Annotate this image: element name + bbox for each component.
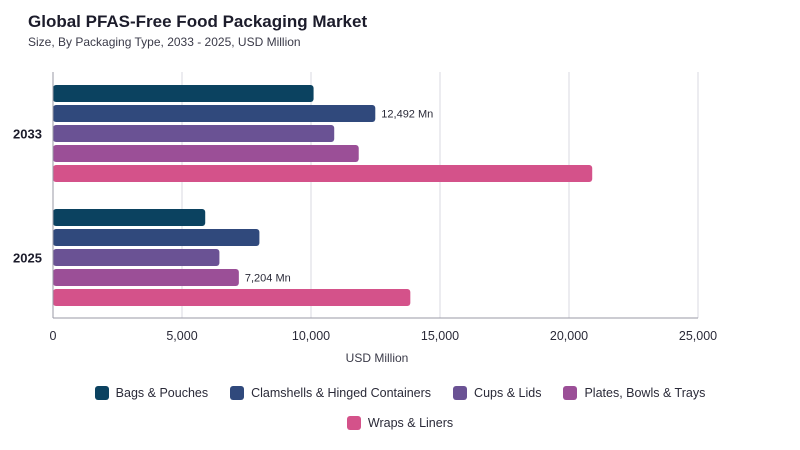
x-tick-label: 25,000 bbox=[679, 329, 717, 343]
legend-item: Clamshells & Hinged Containers bbox=[230, 386, 431, 400]
bar bbox=[53, 85, 314, 102]
legend: Bags & Pouches Clamshells & Hinged Contai… bbox=[0, 386, 800, 400]
x-axis-label: USD Million bbox=[346, 351, 409, 365]
annotations: 12,492 Mn 7,204 Mn bbox=[245, 109, 433, 285]
data-label: 7,204 Mn bbox=[245, 273, 291, 285]
x-tick-label: 0 bbox=[50, 329, 57, 343]
bar bbox=[53, 269, 239, 286]
bar bbox=[53, 125, 335, 142]
bar bbox=[53, 249, 220, 266]
legend-item: Wraps & Liners bbox=[346, 416, 454, 430]
legend-swatch bbox=[563, 386, 578, 400]
bar bbox=[53, 105, 376, 122]
legend-label: Plates, Bowls & Trays bbox=[584, 386, 706, 400]
legend-swatch bbox=[346, 416, 361, 430]
bars bbox=[53, 85, 593, 306]
x-tick-label: 20,000 bbox=[550, 329, 588, 343]
data-label: 12,492 Mn bbox=[381, 109, 433, 121]
chart-subtitle: Size, By Packaging Type, 2033 - 2025, US… bbox=[28, 35, 301, 49]
legend-item: Cups & Lids bbox=[453, 386, 541, 400]
y-category-label: 2025 bbox=[13, 251, 42, 266]
x-tick-label: 5,000 bbox=[166, 329, 197, 343]
legend-continued: Wraps & Liners bbox=[0, 416, 800, 430]
legend-item: Plates, Bowls & Trays bbox=[563, 386, 705, 400]
bar bbox=[53, 209, 206, 226]
legend-label: Bags & Pouches bbox=[115, 386, 209, 400]
bar bbox=[53, 145, 359, 162]
axes: 0 5,000 10,000 15,000 20,000 25,000 2033 2025 bbox=[13, 72, 717, 343]
legend-label: Wraps & Liners bbox=[367, 416, 454, 430]
legend-swatch bbox=[94, 386, 109, 400]
x-tick-label: 15,000 bbox=[421, 329, 459, 343]
y-category-label: 2033 bbox=[13, 127, 42, 142]
legend-swatch bbox=[230, 386, 245, 400]
bar bbox=[53, 289, 411, 306]
legend-label: Clamshells & Hinged Containers bbox=[251, 386, 432, 400]
legend-item: Bags & Pouches bbox=[94, 386, 209, 400]
legend-swatch bbox=[453, 386, 468, 400]
chart-title: Global PFAS-Free Food Packaging Market bbox=[28, 12, 368, 31]
x-tick-label: 10,000 bbox=[292, 329, 330, 343]
legend-label: Cups & Lids bbox=[474, 386, 542, 400]
bar bbox=[53, 165, 593, 182]
bar bbox=[53, 229, 260, 246]
